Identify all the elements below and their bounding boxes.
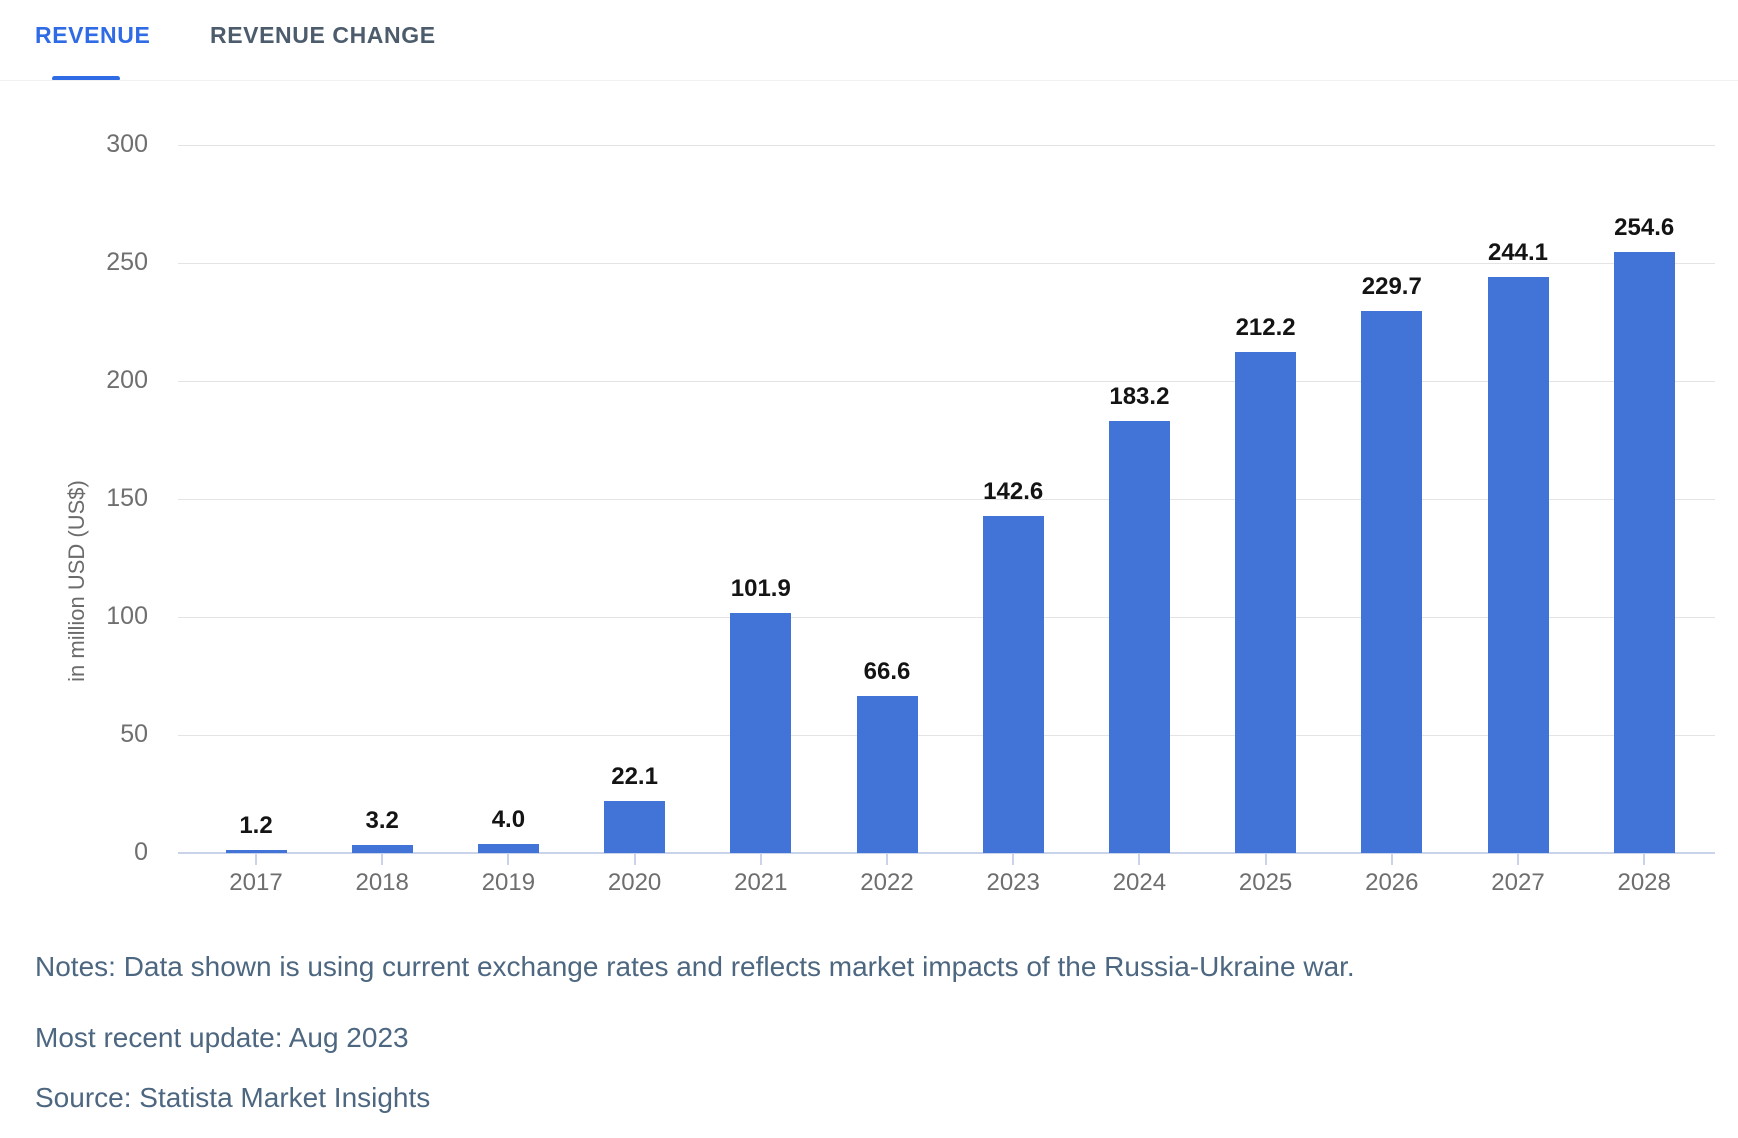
bar-2020[interactable] [604,800,666,853]
x-tick-mark [759,854,762,865]
x-tick-label: 2024 [1112,869,1167,896]
x-tick-mark [633,854,636,865]
y-tick-label: 150 [106,484,148,512]
bar-2026[interactable] [1361,310,1423,853]
x-tick-mark [1264,854,1267,865]
y-tick-label: 100 [106,602,148,630]
x-tick-label: 2017 [229,869,283,896]
bar-2027[interactable] [1487,276,1549,853]
y-tick-label: 300 [106,130,148,158]
gridline [178,499,1715,500]
x-tick-label: 2018 [355,869,409,896]
x-tick-label: 2022 [860,869,914,896]
bar-2021[interactable] [730,612,792,853]
bar-value-label: 142.6 [983,478,1044,506]
bar-value-label: 254.6 [1614,214,1675,242]
bar-2024[interactable] [1108,420,1170,853]
y-tick-label: 250 [106,248,148,276]
y-tick-label: 50 [120,720,148,748]
notes-text: Notes: Data shown is using current excha… [35,951,1355,982]
x-tick-mark [886,854,888,865]
x-tick-mark [1517,854,1519,865]
bar-value-label: 183.2 [1109,382,1170,410]
bar-value-label: 66.6 [863,657,911,685]
x-tick-mark [1138,854,1141,865]
bar-value-label: 229.7 [1361,272,1422,300]
x-tick-mark [1643,854,1646,865]
x-tick-label: 2020 [607,869,662,896]
tab-revenue-change[interactable]: REVENUE CHANGE [210,22,436,48]
revenue-bar-chart: in million USD (US$) 0 50 100 150 200 250 300 1… [0,81,1738,911]
x-axis-line [178,852,1715,854]
x-tick-label: 2026 [1365,869,1419,896]
gridline [178,735,1715,736]
y-tick-label: 0 [134,838,148,866]
x-tick-label: 2021 [734,869,788,896]
bar-2018[interactable] [351,845,413,853]
bar-value-label: 244.1 [1487,238,1549,266]
bar-value-label: 4.0 [491,805,526,833]
x-tick-label: 2028 [1617,869,1671,896]
x-tick-mark [507,854,510,865]
x-tick-mark [255,854,257,865]
bar-2028[interactable] [1613,252,1675,853]
bar-value-label: 22.1 [611,762,658,790]
gridline [178,381,1715,382]
x-tick-label: 2025 [1238,869,1293,896]
x-tick-mark [381,854,384,865]
x-tick-label: 2023 [986,869,1040,896]
tab-bar-divider [0,80,1738,81]
gridline [178,263,1715,264]
gridline [178,145,1715,146]
y-tick-label: 200 [106,366,148,394]
x-tick-label: 2027 [1491,869,1545,896]
bar-2025[interactable] [1235,352,1297,853]
source-text: Source: Statista Market Insights [35,1082,431,1113]
bar-2017[interactable] [225,850,287,853]
x-tick-mark [1390,854,1393,865]
update-text: Most recent update: Aug 2023 [35,1022,409,1053]
bar-2022[interactable] [856,695,918,853]
bar-value-label: 3.2 [365,807,399,835]
x-tick-label: 2019 [481,869,536,896]
gridline [178,617,1715,618]
tab-bar: REVENUE REVENUE CHANGE [0,0,1738,81]
x-tick-mark [1012,854,1015,865]
bar-2019[interactable] [477,843,539,853]
bar-value-label: 212.2 [1235,314,1296,342]
bar-value-label: 101.9 [730,574,791,602]
active-tab-underline [52,76,120,81]
bar-value-label: 1.2 [239,812,273,840]
tab-revenue[interactable]: REVENUE [35,22,151,48]
bar-2023[interactable] [982,516,1044,853]
